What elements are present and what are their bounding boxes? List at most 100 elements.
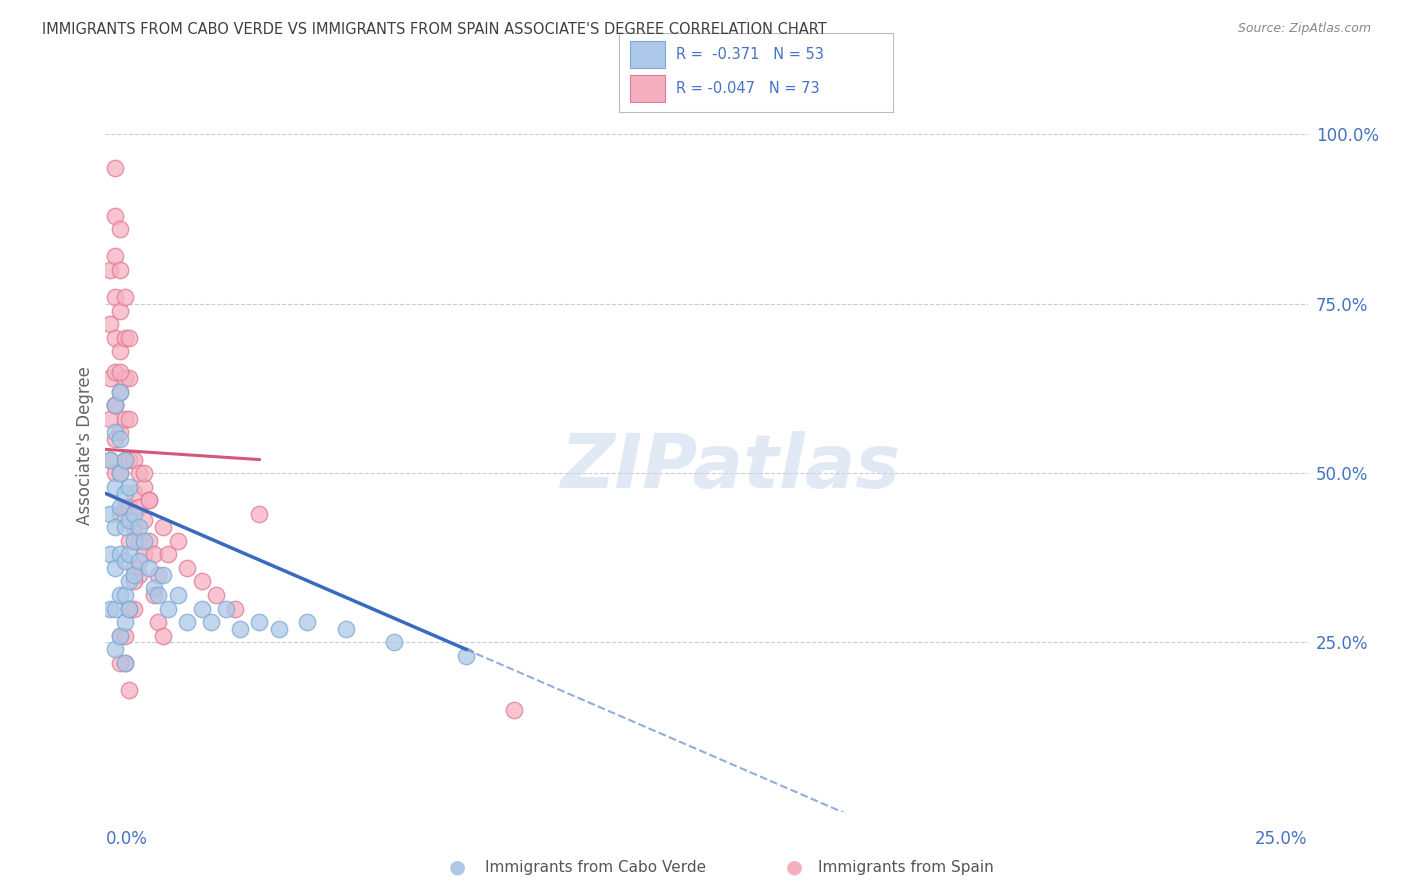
Point <box>128 533 150 548</box>
Point <box>124 520 146 534</box>
Point <box>128 567 150 582</box>
Point <box>104 425 127 440</box>
Point <box>118 601 141 615</box>
Point <box>118 480 141 494</box>
Y-axis label: Associate's Degree: Associate's Degree <box>76 367 94 525</box>
Point <box>114 452 136 467</box>
Point <box>98 507 121 521</box>
Point <box>229 622 252 636</box>
Point <box>148 615 170 629</box>
Point <box>132 480 155 494</box>
Point <box>104 520 127 534</box>
Point <box>124 574 146 589</box>
Point <box>114 452 136 467</box>
Point <box>98 317 121 331</box>
Point <box>108 629 131 643</box>
Point <box>132 547 155 561</box>
Text: 0.0%: 0.0% <box>105 830 148 847</box>
Point <box>108 507 131 521</box>
Point <box>118 371 141 385</box>
Point <box>267 622 290 636</box>
Point <box>215 601 238 615</box>
Point <box>142 588 165 602</box>
Point <box>98 601 121 615</box>
Point <box>108 629 131 643</box>
Point <box>142 581 165 595</box>
Point <box>335 622 357 636</box>
Point <box>104 290 127 304</box>
Point <box>108 303 131 318</box>
Point <box>124 533 146 548</box>
Point <box>108 547 131 561</box>
Text: ●: ● <box>449 857 465 877</box>
Point <box>128 500 150 514</box>
Point <box>148 567 170 582</box>
Point <box>114 615 136 629</box>
Point <box>104 398 127 412</box>
Point <box>98 263 121 277</box>
Point <box>200 615 222 629</box>
Point <box>118 682 141 697</box>
Point <box>138 493 160 508</box>
Bar <box>630 76 665 102</box>
Text: Immigrants from Cabo Verde: Immigrants from Cabo Verde <box>485 860 706 874</box>
Point <box>247 507 270 521</box>
Point <box>118 331 141 345</box>
Point <box>176 615 198 629</box>
Point <box>98 371 121 385</box>
Point <box>118 601 141 615</box>
Point <box>108 466 131 480</box>
Point <box>114 486 136 500</box>
Point <box>104 466 127 480</box>
Point <box>124 561 146 575</box>
Point <box>108 344 131 359</box>
Point <box>114 656 136 670</box>
Point <box>124 486 146 500</box>
Point <box>503 703 526 717</box>
Point <box>118 452 141 467</box>
Text: ●: ● <box>786 857 803 877</box>
Point <box>190 601 212 615</box>
Point <box>98 547 121 561</box>
Point <box>148 588 170 602</box>
Point <box>247 615 270 629</box>
Text: Immigrants from Spain: Immigrants from Spain <box>818 860 994 874</box>
Point <box>98 452 121 467</box>
Point <box>104 561 127 575</box>
Point <box>104 161 127 176</box>
Text: R =  -0.371   N = 53: R = -0.371 N = 53 <box>676 46 824 62</box>
Point <box>114 412 136 426</box>
Text: Source: ZipAtlas.com: Source: ZipAtlas.com <box>1237 22 1371 36</box>
Point <box>152 520 174 534</box>
Point <box>118 514 141 528</box>
Point <box>152 629 174 643</box>
Point <box>124 507 146 521</box>
Point <box>382 635 405 649</box>
Point <box>108 263 131 277</box>
Point <box>156 547 179 561</box>
Point <box>104 331 127 345</box>
Point <box>132 514 155 528</box>
Point <box>118 533 141 548</box>
Point <box>114 290 136 304</box>
Point <box>108 500 131 514</box>
Point <box>108 432 131 446</box>
Point <box>114 554 136 568</box>
Point <box>108 425 131 440</box>
Point <box>104 209 127 223</box>
Point <box>108 222 131 236</box>
Point <box>108 588 131 602</box>
Point <box>132 466 155 480</box>
Point <box>124 452 146 467</box>
Point <box>108 384 131 399</box>
Point <box>104 364 127 378</box>
Point <box>108 466 131 480</box>
Point <box>104 249 127 263</box>
Point <box>205 588 228 602</box>
Point <box>156 601 179 615</box>
Point <box>128 520 150 534</box>
Point <box>104 642 127 657</box>
Point <box>98 412 121 426</box>
Point <box>104 398 127 412</box>
Point <box>124 601 146 615</box>
